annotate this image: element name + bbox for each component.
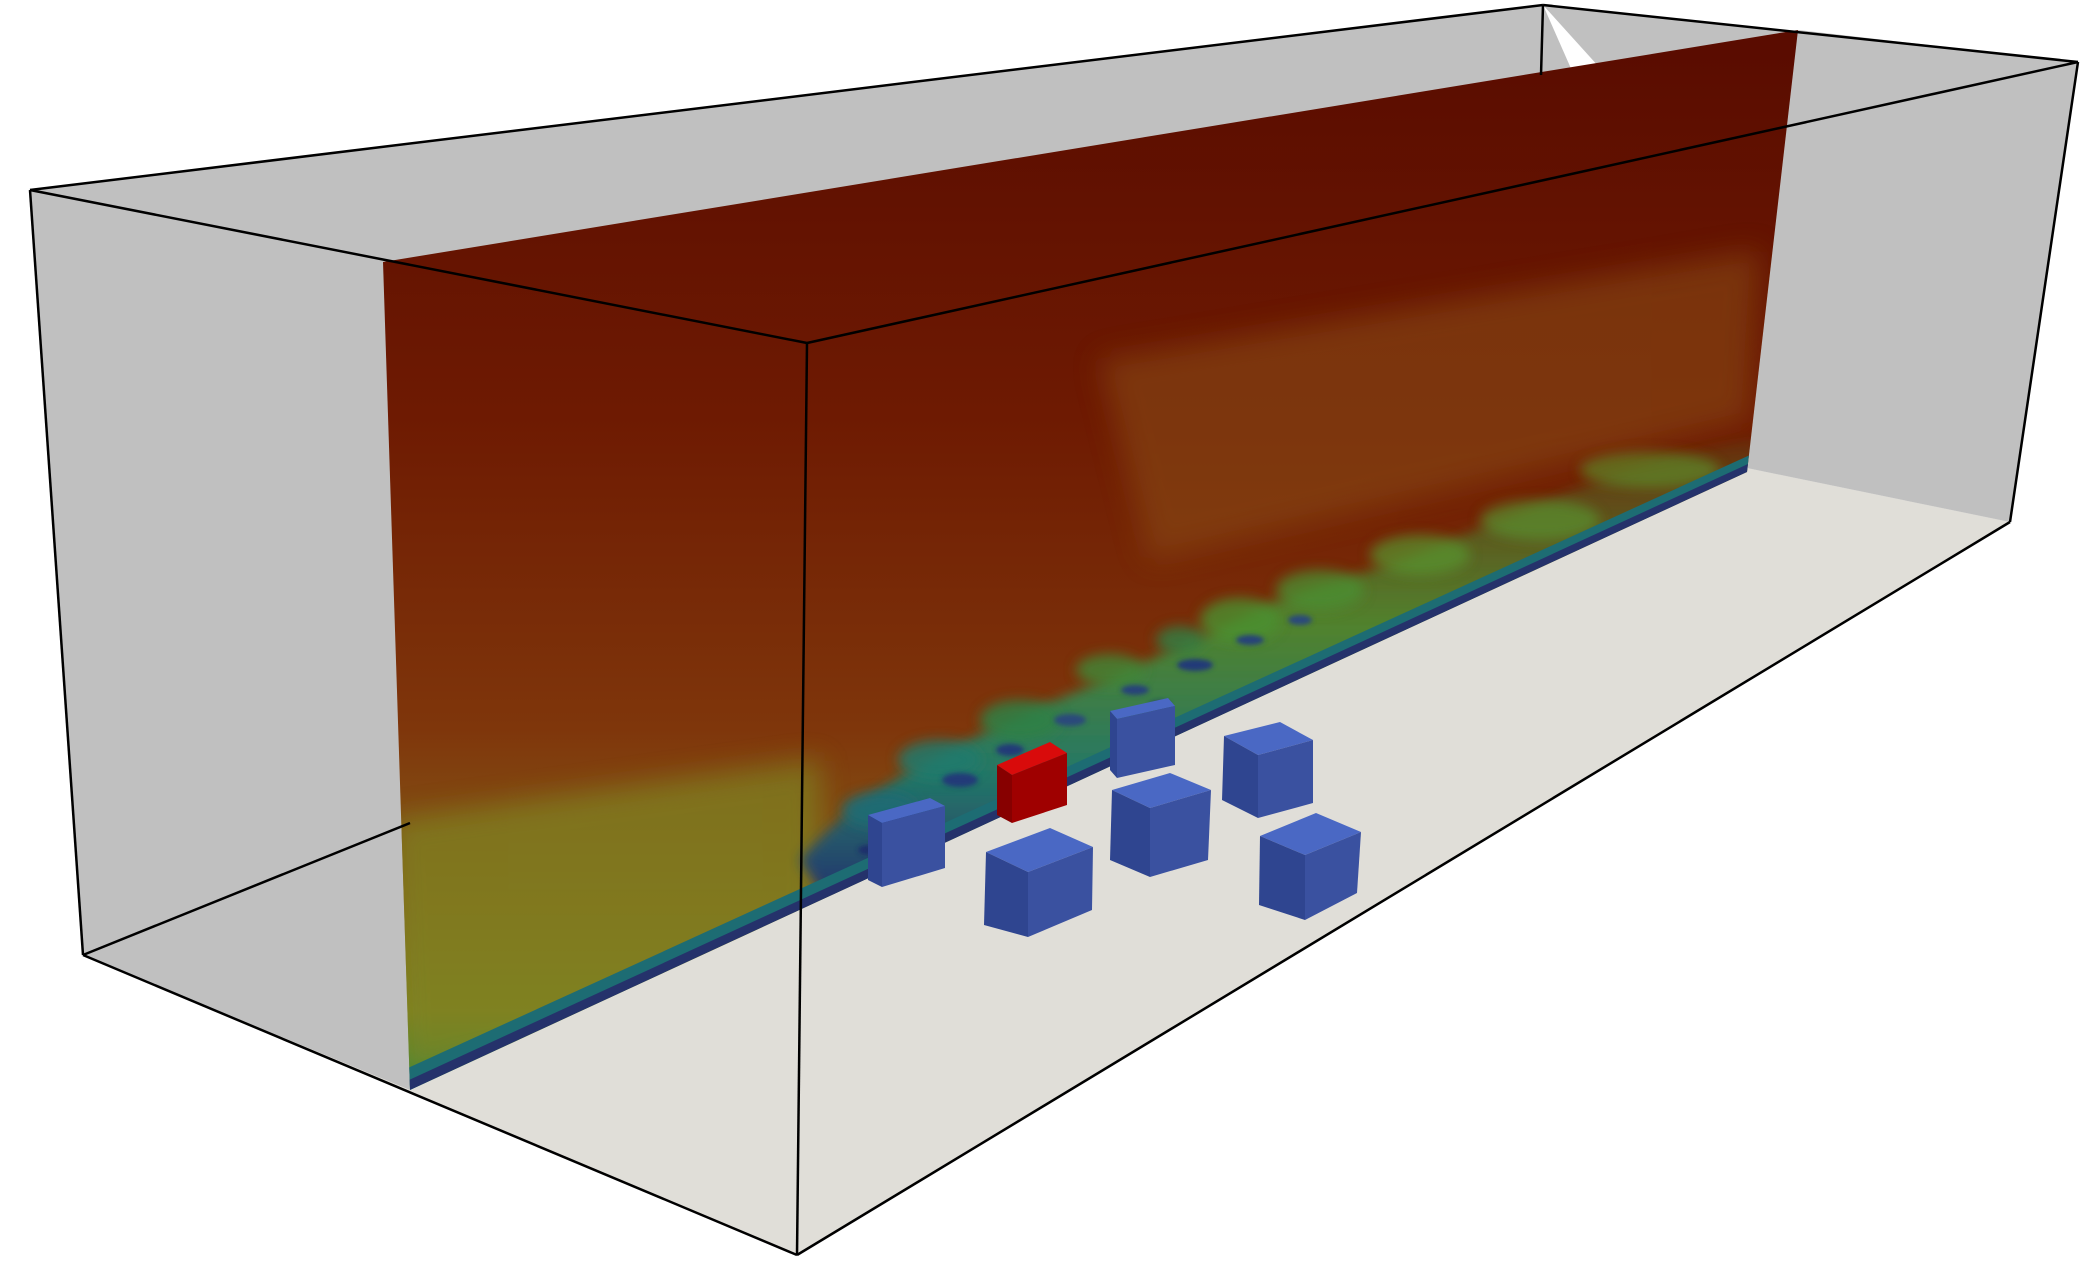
obstacle-cube [1259, 813, 1361, 920]
obstacle-cube [868, 798, 945, 887]
domain-box-edges [28, 3, 2080, 1257]
obstacle-cube [1222, 722, 1313, 818]
obstacle-cube [1110, 773, 1211, 877]
velocity-field-slice [383, 30, 1798, 1090]
turbulence-eddies [842, 452, 1720, 828]
right-end-wall-face [1747, 30, 2078, 522]
domain-floor-main [410, 468, 2010, 1255]
obstacle-cube [984, 828, 1093, 937]
obstacle-cube [1110, 698, 1175, 778]
obstacle-cubes [868, 698, 1361, 937]
highlighted-obstacle-cube [997, 742, 1067, 823]
